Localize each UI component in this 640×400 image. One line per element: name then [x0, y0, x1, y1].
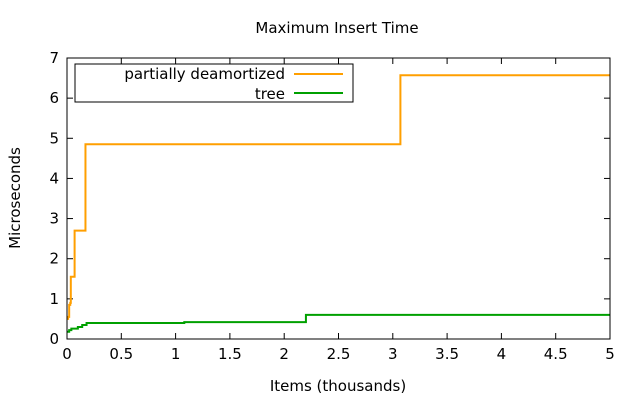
y-tick-label: 3: [49, 210, 59, 228]
series-line-tree: [67, 313, 610, 333]
y-tick-label: 1: [49, 290, 59, 308]
ticks: 0 0.5 1 1.5 2 2.5 3 3.5 4 4.5 5 0 1 2 3 4 5 6 7: [49, 49, 614, 363]
legend-label-partially-deamortized: partially deamortized: [124, 65, 285, 83]
x-tick-label: 5: [605, 345, 615, 363]
x-tick-label: 0: [62, 345, 72, 363]
y-tick-label: 2: [49, 250, 59, 268]
y-tick-label: 5: [49, 129, 59, 147]
y-tick-label: 6: [49, 89, 59, 107]
x-tick-label: 3.5: [435, 345, 459, 363]
x-tick-label: 1.5: [218, 345, 242, 363]
x-tick-label: 4: [497, 345, 507, 363]
y-axis-label: Microseconds: [6, 147, 24, 249]
x-tick-label: 2: [279, 345, 289, 363]
legend-label-tree: tree: [255, 85, 285, 103]
x-axis-label: Items (thousands): [270, 377, 406, 395]
plot-frame: [66, 57, 611, 340]
x-tick-label: 2.5: [327, 345, 351, 363]
legend: partially deamortized tree: [74, 63, 354, 103]
y-tick-label: 4: [49, 169, 59, 187]
y-tick-label: 0: [49, 330, 59, 348]
x-tick-label: 0.5: [109, 345, 133, 363]
x-tick-label: 3: [388, 345, 398, 363]
y-tick-label: 7: [49, 49, 59, 67]
chart-title: Maximum Insert Time: [255, 19, 418, 37]
x-tick-label: 4.5: [544, 345, 568, 363]
series-layer: [67, 74, 610, 333]
legend-box: [74, 63, 354, 103]
series-line-partially-deamortized: [67, 74, 610, 320]
x-tick-label: 1: [171, 345, 181, 363]
